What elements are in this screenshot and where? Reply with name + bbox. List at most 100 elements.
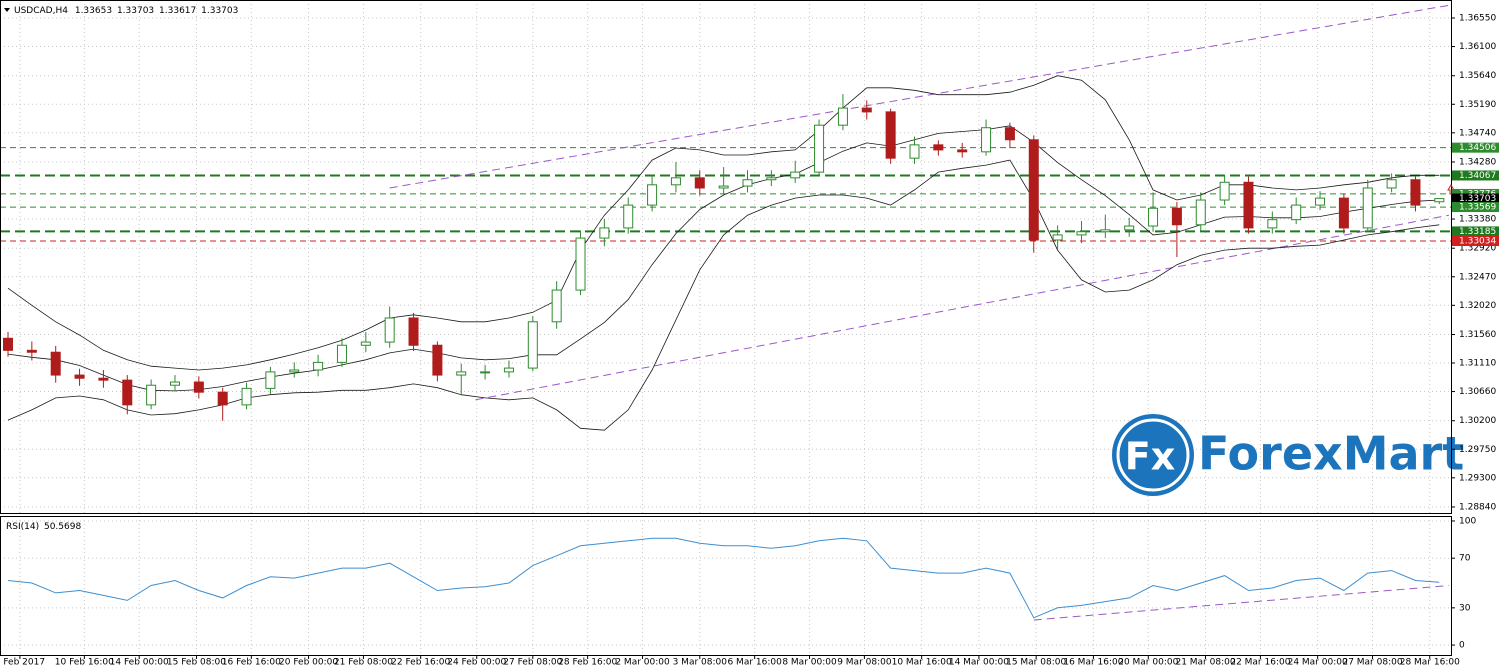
x-tick-label: 3 Mar 08:00 <box>673 658 728 668</box>
rsi-name: RSI(14) <box>6 522 39 532</box>
y-tick-label: 1.32920 <box>1459 244 1496 254</box>
y-tick-label: 1.34740 <box>1459 128 1496 138</box>
logo-ring <box>1116 418 1190 492</box>
header-high: 1.33703 <box>117 6 154 16</box>
candle-body <box>1052 234 1063 241</box>
x-tick-label: 27 Feb 08:00 <box>503 658 562 668</box>
channel-line <box>389 4 1449 189</box>
x-tick-label: 8 Mar 00:00 <box>782 658 837 668</box>
candle-body <box>169 381 180 386</box>
candle-body <box>551 289 562 323</box>
rsi-tick-label: 30 <box>1459 603 1471 613</box>
candle-body <box>360 341 371 346</box>
candle-body <box>909 144 920 159</box>
candle-body <box>265 371 276 389</box>
rsi-current: 50.5698 <box>44 522 81 532</box>
x-tick-label: 27 Mar 08:00 <box>1342 658 1402 668</box>
level-label-bg <box>1452 193 1499 204</box>
level-label-bg <box>1452 202 1499 213</box>
candle-body <box>1195 199 1206 226</box>
y-tick-label: 1.34280 <box>1459 157 1496 167</box>
candle-body <box>527 321 538 369</box>
candle-body <box>957 149 968 153</box>
candle-body <box>432 344 443 376</box>
symbol: USDCAD,H4 <box>14 6 68 16</box>
x-tick-label: 20 Mar 00:00 <box>1118 658 1178 668</box>
candle-body <box>122 379 133 406</box>
candle-body <box>861 107 872 113</box>
level-label-bg <box>1452 142 1499 153</box>
x-tick-label: 7 Feb 2017 <box>0 658 45 668</box>
y-tick-label: 1.31110 <box>1459 359 1496 369</box>
header-open: 1.33653 <box>75 6 112 16</box>
candle-body <box>193 381 204 393</box>
rsi-tick-label: 0 <box>1459 641 1465 651</box>
x-tick-label: 16 Mar 16:00 <box>1063 658 1123 668</box>
level-label: 1.34067 <box>1459 171 1496 181</box>
candle-body <box>241 387 252 406</box>
level-label: 1.34506 <box>1459 143 1496 153</box>
x-tick-label: 28 Feb 16:00 <box>558 658 617 668</box>
x-tick-label: 6 Mar 16:00 <box>727 658 782 668</box>
logo-circle <box>1112 414 1194 496</box>
x-tick-label: 22 Feb 16:00 <box>391 658 450 668</box>
candle-body <box>26 349 37 353</box>
candle-body <box>217 391 228 406</box>
candle-body <box>1243 181 1254 229</box>
candle-body <box>1076 231 1087 236</box>
x-tick-label: 2 Mar 00:00 <box>615 658 670 668</box>
x-tick-label: 16 Feb 16:00 <box>222 658 281 668</box>
candle-body <box>384 317 395 343</box>
x-tick-label: 28 Mar 16:00 <box>1400 658 1460 668</box>
logo-text: ForexMart <box>1198 427 1464 481</box>
header-close: 1.33703 <box>201 6 238 16</box>
logo-mark: Fx <box>1125 435 1175 479</box>
watermark: Fx ForexMart <box>1112 414 1464 496</box>
rsi-tick-label: 100 <box>1459 516 1476 526</box>
x-tick-label: 20 Feb 00:00 <box>279 658 338 668</box>
candle-body <box>1434 198 1445 203</box>
candle-body <box>336 344 347 363</box>
candle-body <box>814 124 825 173</box>
y-tick-label: 1.30660 <box>1459 387 1496 397</box>
candle-body <box>1386 179 1397 189</box>
candle-body <box>50 351 61 376</box>
candle-body <box>1100 229 1111 233</box>
level-label: 1.33569 <box>1459 203 1496 213</box>
candle-body <box>694 177 705 189</box>
candle-body <box>456 371 467 376</box>
candle-body <box>1171 207 1182 226</box>
level-label-bg <box>1452 235 1499 246</box>
candle-body <box>1291 204 1302 221</box>
rsi-panel-frame <box>0 516 1452 656</box>
x-tick-label: 9 Mar 08:00 <box>837 658 892 668</box>
candle-body <box>670 177 681 186</box>
candle-body <box>981 127 992 153</box>
level-label-bg <box>1452 226 1499 237</box>
candle-body <box>742 179 753 187</box>
main-panel-frame <box>0 0 1452 514</box>
candle-body <box>623 204 634 229</box>
candle-body <box>98 377 109 381</box>
candle-body <box>503 367 514 373</box>
rsi-header: RSI(14) 50.5698 <box>6 522 81 532</box>
y-tick-label: 1.35190 <box>1459 100 1496 110</box>
x-tick-label: 21 Mar 08:00 <box>1175 658 1235 668</box>
y-tick-label: 1.29300 <box>1459 473 1496 483</box>
x-tick-label: 10 Feb 16:00 <box>55 658 114 668</box>
candle-body <box>1410 179 1421 206</box>
y-tick-label: 1.28840 <box>1459 502 1496 512</box>
candle-body <box>718 185 729 189</box>
candle-body <box>790 171 801 179</box>
candle-body <box>1362 187 1373 229</box>
y-tick-label: 1.31560 <box>1459 330 1496 340</box>
candle-body <box>74 374 85 379</box>
candle-body <box>480 371 491 374</box>
x-tick-label: 24 Feb 00:00 <box>447 658 506 668</box>
candle-body <box>289 369 300 373</box>
candle-body <box>575 237 586 291</box>
level-label-bg <box>1452 170 1499 181</box>
chart-header: USDCAD,H4 1.33653 1.33703 1.33617 1.3370… <box>14 6 238 16</box>
level-label: 1.33185 <box>1459 227 1496 237</box>
